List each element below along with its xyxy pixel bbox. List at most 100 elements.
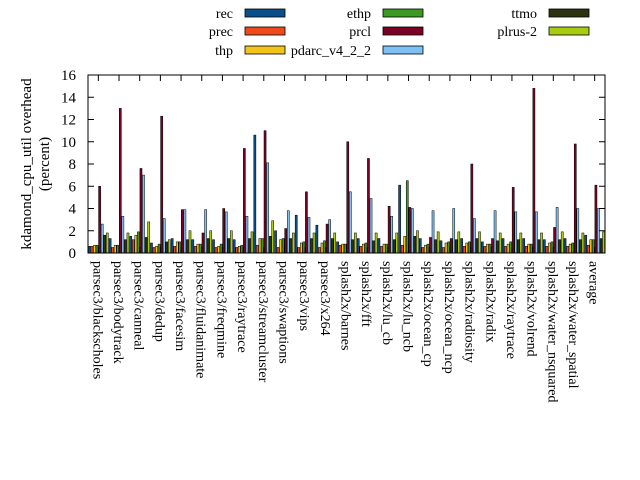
bar-prec-23: [566, 246, 569, 254]
bar-pdarc_v4_2_2-4: [183, 209, 187, 254]
bar-ttmo-16: [434, 239, 437, 254]
legend-swatch-prcl: [382, 26, 424, 36]
bar-ethp-22: [550, 241, 554, 254]
bar-prec-18: [462, 246, 466, 254]
bar-rec-16: [418, 238, 422, 254]
bar-prcl-2: [139, 168, 143, 254]
bar-thp-0: [93, 244, 96, 254]
bar-prcl-10: [305, 191, 308, 254]
legend-label-thp: thp: [215, 44, 233, 59]
bar-plrus-2-3: [168, 239, 171, 254]
bar-thp-10: [300, 242, 303, 254]
bar-ethp-1: [116, 244, 120, 254]
bar-ethp-6: [219, 243, 223, 254]
x-tick-label-15: splash2x/lu_ncb: [400, 261, 415, 352]
bar-ttmo-21: [537, 239, 541, 254]
legend-label-plrus-2: plrus-2: [497, 25, 537, 40]
bar-prec-4: [173, 246, 176, 254]
bar-ttmo-17: [454, 239, 458, 254]
bar-ttmo-0: [103, 234, 107, 254]
bar-ttmo-24: [599, 238, 603, 254]
x-tick-label-13: splash2x/fft: [358, 261, 373, 327]
legend-label-rec: rec: [216, 7, 233, 22]
bar-rec-12: [336, 241, 339, 254]
bar-plrus-2-4: [188, 230, 192, 254]
bar-prcl-9: [284, 228, 288, 254]
x-tick-label-18: splash2x/radiosity: [462, 261, 477, 363]
bar-ethp-15: [405, 180, 409, 254]
bar-pdarc_v4_2_2-12: [349, 191, 352, 254]
bar-thp-2: [134, 234, 138, 254]
bar-prec-5: [194, 246, 197, 254]
bar-plrus-2-13: [374, 232, 378, 254]
legend-label-pdarc_v4_2_2: pdarc_v4_2_2: [291, 44, 371, 59]
y-tick-label-2: 2: [69, 224, 77, 240]
bar-ethp-5: [199, 243, 202, 254]
bar-plrus-2-5: [209, 230, 212, 254]
bar-ttmo-8: [268, 236, 272, 254]
bar-ttmo-23: [579, 239, 582, 254]
bar-rec-15: [398, 184, 401, 254]
bar-ttmo-22: [558, 239, 561, 254]
bar-ttmo-5: [206, 238, 210, 254]
x-tick-label-22: splash2x/water_nsquared: [544, 261, 559, 403]
bar-rec-21: [522, 238, 525, 254]
x-tick-label-17: splash2x/ocean_ncp: [441, 261, 456, 374]
bar-thp-18: [465, 242, 469, 254]
bar-rec-24: [584, 234, 588, 254]
bar-rec-9: [274, 230, 277, 254]
bar-prec-16: [421, 247, 425, 254]
y-tick-label-4: 4: [69, 202, 77, 218]
bar-prec-13: [359, 246, 363, 254]
bar-rec-11: [315, 224, 319, 254]
bar-plrus-2-11: [333, 232, 337, 254]
x-tick-label-0: parsec3/blackscholes: [89, 261, 104, 379]
x-tick-label-6: parsec3/freqmine: [213, 261, 228, 358]
bar-plrus-2-2: [147, 221, 150, 254]
x-tick-label-24: average: [586, 261, 601, 305]
bar-ethp-17: [447, 241, 450, 254]
bar-prec-20: [504, 246, 507, 254]
bar-thp-7: [237, 246, 241, 254]
bar-thp-19: [486, 243, 489, 254]
y-axis-title: kdamond_cpu_util overhead (percent): [19, 78, 53, 250]
bar-plrus-2-21: [540, 232, 543, 254]
bar-rec-20: [501, 238, 505, 254]
bar-thp-23: [568, 243, 572, 254]
legend-swatch-thp: [244, 45, 286, 55]
bar-rec-2: [129, 236, 133, 254]
bar-plrus-2-19: [498, 232, 502, 254]
bar-prcl-20: [511, 187, 515, 254]
bar-ttmo-14: [392, 239, 396, 254]
x-tick-label-1: parsec3/bodytrack: [110, 261, 125, 364]
bar-thp-24: [589, 239, 593, 254]
bar-pdarc_v4_2_2-17: [452, 208, 456, 254]
bar-ethp-24: [592, 239, 595, 254]
bar-pdarc_v4_2_2-13: [369, 198, 373, 254]
bar-pdarc_v4_2_2-18: [473, 218, 476, 254]
x-tick-label-11: parsec3/x264: [317, 261, 332, 336]
bar-prcl-23: [573, 143, 577, 254]
bar-ethp-8: [261, 238, 264, 254]
bar-rec-8: [253, 134, 257, 254]
bar-rec-23: [563, 238, 567, 254]
y-tick-label-10: 10: [61, 135, 76, 151]
bar-plrus-2-7: [250, 231, 254, 254]
x-tick-label-2: parsec3/canneal: [131, 261, 146, 350]
y-tick-label-6: 6: [69, 179, 77, 195]
legend-label-ttmo: ttmo: [511, 7, 537, 22]
bar-plrus-2-0: [105, 232, 109, 254]
bar-prcl-22: [553, 227, 556, 254]
x-tick-label-16: splash2x/ocean_cp: [420, 261, 435, 367]
bar-prcl-6: [222, 208, 225, 254]
x-tick-label-12: splash2x/barnes: [338, 261, 353, 350]
y-tick-label-0: 0: [69, 246, 77, 262]
bar-rec-19: [481, 241, 484, 254]
x-tick-label-4: parsec3/facesim: [172, 261, 187, 351]
bar-pdarc_v4_2_2-5: [204, 209, 207, 254]
bar-ethp-3: [157, 243, 161, 254]
bar-ethp-11: [323, 240, 326, 254]
x-tick-label-8: parsec3/streamcluster: [255, 261, 270, 383]
bar-plrus-2-15: [416, 230, 419, 254]
bar-prec-0: [90, 246, 94, 254]
